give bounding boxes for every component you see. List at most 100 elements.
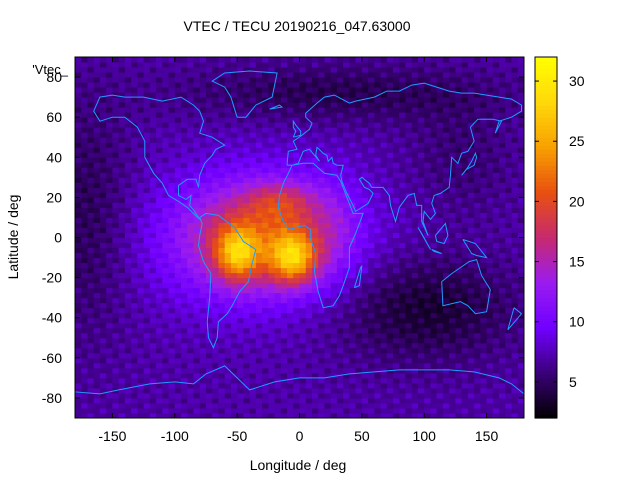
heatmap-cell <box>449 407 456 414</box>
heatmap-cell <box>474 402 481 409</box>
heatmap-cell <box>268 122 276 128</box>
heatmap-cell <box>399 392 407 399</box>
heatmap-cell <box>505 92 513 98</box>
heatmap-cell <box>149 197 157 203</box>
heatmap-cell <box>330 102 338 108</box>
heatmap-cell <box>305 392 313 399</box>
heatmap-cell <box>330 157 338 163</box>
heatmap-cell <box>280 392 288 399</box>
heatmap-cell <box>368 402 375 409</box>
heatmap-cell <box>511 82 519 88</box>
heatmap-cell <box>199 92 207 98</box>
heatmap-cell <box>156 402 163 409</box>
heatmap-cell <box>505 87 513 93</box>
heatmap-cell <box>205 107 213 113</box>
heatmap-cell <box>424 137 431 143</box>
heatmap-cell <box>280 127 288 133</box>
heatmap-cell <box>480 297 488 304</box>
heatmap-cell <box>449 382 456 389</box>
heatmap-cell <box>455 192 463 198</box>
heatmap-cell <box>380 377 388 384</box>
heatmap-cell <box>368 137 375 143</box>
heatmap-cell <box>455 202 463 208</box>
heatmap-cell <box>399 237 407 244</box>
heatmap-cell <box>118 122 126 128</box>
heatmap-cell <box>224 377 232 384</box>
heatmap-cell <box>299 222 307 228</box>
heatmap-cell <box>93 342 101 349</box>
heatmap-cell <box>143 107 151 113</box>
heatmap-cell <box>99 262 107 269</box>
heatmap-cell <box>268 322 276 329</box>
heatmap-cell <box>505 227 513 233</box>
heatmap-cell <box>368 352 375 359</box>
heatmap-cell <box>424 202 431 208</box>
heatmap-cell <box>355 82 363 88</box>
heatmap-cell <box>517 382 525 389</box>
heatmap-cell <box>436 297 444 304</box>
heatmap-cell <box>424 272 431 279</box>
heatmap-cell <box>467 222 475 228</box>
heatmap-cell <box>218 107 226 113</box>
heatmap-cell <box>374 147 382 153</box>
heatmap-cell <box>255 237 263 244</box>
heatmap-cell <box>511 267 519 274</box>
heatmap-cell <box>299 122 307 128</box>
heatmap-cell <box>187 272 194 279</box>
heatmap-cell <box>461 372 469 379</box>
heatmap-cell <box>118 337 126 344</box>
heatmap-cell <box>417 357 425 364</box>
heatmap-cell <box>336 92 344 98</box>
heatmap-cell <box>393 272 400 279</box>
heatmap-cell <box>480 347 488 354</box>
heatmap-cell <box>131 107 138 113</box>
heatmap-cell <box>343 152 350 158</box>
heatmap-cell <box>417 162 425 168</box>
heatmap-cell <box>255 272 263 279</box>
heatmap-cell <box>237 172 244 178</box>
heatmap-cell <box>480 87 488 93</box>
heatmap-cell <box>143 92 151 98</box>
heatmap-cell <box>187 132 194 138</box>
heatmap-cell <box>442 387 450 394</box>
heatmap-cell <box>361 227 369 233</box>
heatmap-cell <box>75 97 82 103</box>
heatmap-cell <box>424 402 431 409</box>
heatmap-cell <box>81 327 88 334</box>
heatmap-cell <box>205 257 213 264</box>
heatmap-cell <box>368 382 375 389</box>
heatmap-cell <box>293 307 300 314</box>
heatmap-cell <box>149 127 157 133</box>
heatmap-cell <box>474 332 481 339</box>
heatmap-cell <box>243 302 251 309</box>
heatmap-cell <box>237 107 244 113</box>
heatmap-cell <box>262 297 269 304</box>
heatmap-cell <box>181 287 188 294</box>
heatmap-cell <box>75 367 82 374</box>
heatmap-cell <box>467 207 475 213</box>
heatmap-cell <box>249 297 257 304</box>
heatmap-cell <box>249 72 257 78</box>
heatmap-cell <box>143 192 151 198</box>
heatmap-cell <box>124 367 132 374</box>
heatmap-cell <box>486 237 494 244</box>
heatmap-cell <box>118 247 126 254</box>
heatmap-cell <box>230 392 238 399</box>
heatmap-cell <box>149 247 157 254</box>
heatmap-cell <box>405 232 413 238</box>
heatmap-cell <box>143 322 151 329</box>
heatmap-cell <box>299 137 307 143</box>
heatmap-cell <box>449 172 456 178</box>
heatmap-cell <box>361 112 369 118</box>
heatmap-cell <box>106 297 113 304</box>
heatmap-cell <box>455 112 463 118</box>
heatmap-cell <box>318 377 325 384</box>
heatmap-cell <box>243 387 251 394</box>
heatmap-cell <box>212 377 219 384</box>
heatmap-cell <box>81 257 88 264</box>
heatmap-cell <box>305 97 313 103</box>
heatmap-cell <box>199 352 207 359</box>
heatmap-cell <box>274 412 282 419</box>
heatmap-cell <box>336 197 344 203</box>
heatmap-cell <box>205 352 213 359</box>
